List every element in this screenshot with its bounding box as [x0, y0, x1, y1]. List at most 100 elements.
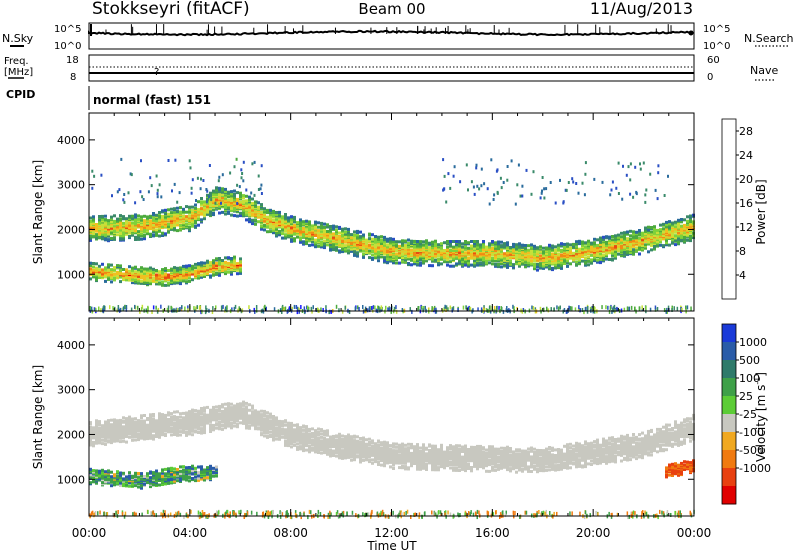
nsky-panel: N.Sky 10^5 10^0 10^5 10^0 N.Search — [2, 22, 794, 52]
power-cell — [89, 261, 92, 265]
power-colorbar-tick-label: 8 — [739, 245, 746, 258]
power-cell — [230, 209, 233, 213]
power-cell — [298, 309, 300, 314]
power-cell — [683, 218, 686, 222]
power-cell — [689, 217, 692, 221]
power-cell — [95, 233, 98, 237]
power-cell — [206, 212, 209, 216]
power-cell — [89, 267, 92, 271]
velocity-cell — [107, 473, 110, 477]
power-cell — [143, 237, 146, 241]
power-cell — [425, 239, 428, 243]
power-cell — [107, 265, 110, 269]
power-cell — [158, 281, 161, 285]
power-cell — [416, 240, 419, 243]
power-cell — [447, 172, 450, 176]
power-cell — [389, 307, 391, 312]
power-cell — [671, 308, 673, 312]
velocity-cell — [197, 474, 200, 478]
power-cell — [226, 308, 228, 313]
nave-tick-bottom: 0 — [707, 72, 713, 83]
power-cell — [290, 226, 293, 230]
freq-tick-top: 18 — [66, 55, 79, 66]
power-cell — [654, 305, 657, 310]
power-cell — [629, 243, 632, 247]
power-cell — [98, 215, 101, 218]
power-cell — [635, 192, 638, 196]
velocity-cell — [104, 432, 107, 436]
power-cell — [308, 243, 311, 247]
power-cell — [587, 239, 590, 243]
power-cell — [602, 238, 605, 242]
power-cell — [599, 260, 602, 263]
power-cell — [284, 233, 287, 237]
power-cell — [230, 257, 233, 260]
power-cell — [179, 307, 181, 311]
power-cell — [605, 235, 608, 239]
velocity-cell — [188, 470, 191, 474]
power-cell — [305, 227, 308, 231]
power-cell — [185, 275, 188, 279]
power-cell — [152, 233, 155, 237]
power-cell — [215, 186, 218, 190]
velocity-data — [89, 400, 695, 520]
power-cell — [368, 232, 371, 236]
power-cell — [611, 235, 614, 238]
power-cell — [170, 225, 173, 229]
power-cell — [377, 255, 380, 259]
power-cell — [173, 224, 176, 227]
power-cell — [609, 193, 612, 197]
power-cell — [667, 305, 670, 310]
power-cell — [212, 197, 215, 201]
power-cell — [557, 243, 560, 247]
power-cell — [395, 243, 398, 247]
power-cell — [296, 306, 299, 311]
power-cell — [215, 204, 218, 208]
power-cell — [251, 197, 254, 201]
power-cell — [230, 213, 233, 217]
velocity-cell — [179, 469, 182, 473]
power-cell — [567, 181, 570, 184]
power-cell — [112, 306, 114, 311]
power-cell — [191, 278, 194, 282]
power-cell — [161, 234, 164, 237]
power-cell — [128, 265, 131, 269]
velocity-cell — [197, 478, 200, 482]
velocity-cell — [164, 477, 167, 481]
velocity-cell — [122, 430, 125, 434]
power-cell — [674, 227, 677, 231]
power-cell — [227, 203, 230, 206]
velocity-cell — [152, 471, 155, 475]
velocity-cell — [89, 481, 92, 485]
velocity-cell — [104, 420, 107, 424]
power-cell — [608, 239, 611, 242]
velocity-cell — [140, 486, 143, 490]
power-cell — [293, 232, 296, 236]
velocity-cell — [92, 469, 95, 473]
power-cell — [539, 245, 542, 249]
power-cell — [593, 241, 596, 245]
power-cell — [224, 187, 227, 191]
power-cell — [152, 276, 155, 280]
velocity-cell — [170, 476, 173, 480]
power-cell — [326, 243, 329, 247]
power-cell — [128, 221, 131, 225]
power-cell — [257, 205, 260, 209]
power-cell — [649, 172, 652, 176]
power-cell — [458, 260, 461, 264]
nsky-line — [88, 29, 694, 37]
power-cell — [314, 225, 317, 229]
power-cell — [445, 308, 447, 312]
power-cell — [248, 195, 251, 199]
power-cell — [663, 308, 666, 312]
power-cell — [539, 254, 542, 258]
power-cell — [344, 249, 347, 253]
power-cell — [623, 248, 626, 251]
power-cell — [272, 222, 275, 226]
velocity-cell — [134, 474, 137, 477]
power-cell — [119, 234, 122, 238]
power-cell — [491, 262, 494, 266]
power-cell — [449, 260, 452, 264]
power-cell — [605, 257, 608, 261]
power-cell — [130, 307, 133, 312]
